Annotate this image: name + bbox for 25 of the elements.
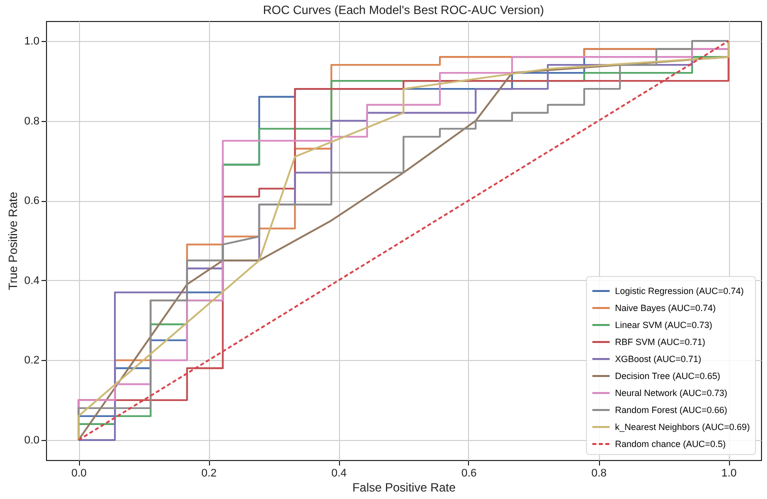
y-tick-label: 0.4 xyxy=(24,274,40,287)
x-tick-label: 0.8 xyxy=(591,468,607,480)
x-axis-title: False Positive Rate xyxy=(352,480,456,494)
x-tick-label: 0.4 xyxy=(331,468,347,480)
x-tick-label: 1.0 xyxy=(721,468,737,480)
legend-label: Linear SVM (AUC=0.73) xyxy=(615,320,712,330)
chart-title: ROC Curves (Each Model's Best ROC-AUC Version) xyxy=(262,3,544,17)
y-tick-label: 0.8 xyxy=(24,115,40,128)
legend-label: k_Nearest Neighbors (AUC=0.69) xyxy=(615,422,750,432)
x-tick-label: 0.0 xyxy=(71,468,87,480)
x-tick-label: 0.2 xyxy=(201,468,217,480)
legend-label: Decision Tree (AUC=0.65) xyxy=(615,371,720,381)
legend-label: Neural Network (AUC=0.73) xyxy=(615,388,728,398)
legend-label: Naive Bayes (AUC=0.74) xyxy=(615,303,716,313)
y-axis-title: True Positive Rate xyxy=(6,192,20,290)
legend-label: XGBoost (AUC=0.71) xyxy=(615,354,702,364)
x-tick-label: 0.6 xyxy=(461,468,477,480)
y-tick-label: 0.0 xyxy=(24,434,40,447)
legend-label: RBF SVM (AUC=0.71) xyxy=(615,337,706,347)
legend-label: Random Forest (AUC=0.66) xyxy=(615,405,728,415)
legend-label: Random chance (AUC=0.5) xyxy=(615,439,726,449)
y-tick-label: 1.0 xyxy=(24,35,40,48)
y-tick-label: 0.2 xyxy=(24,354,40,367)
y-tick-label: 0.6 xyxy=(24,195,40,208)
legend-label: Logistic Regression (AUC=0.74) xyxy=(615,286,744,296)
